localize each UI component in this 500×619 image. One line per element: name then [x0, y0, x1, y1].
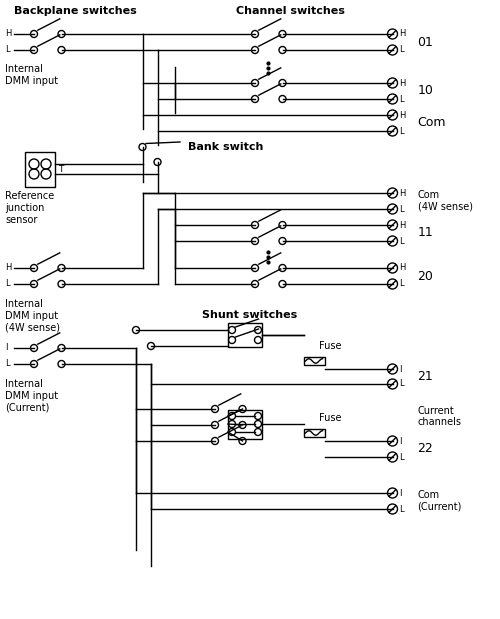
- Text: L: L: [399, 379, 404, 389]
- Text: I: I: [5, 344, 8, 352]
- Text: Fuse: Fuse: [319, 341, 342, 351]
- Text: Com: Com: [418, 116, 446, 129]
- Text: 10: 10: [418, 85, 434, 98]
- Text: L: L: [399, 236, 404, 246]
- Text: L: L: [5, 46, 10, 54]
- Text: T: T: [58, 165, 64, 173]
- Text: I: I: [399, 436, 402, 446]
- Text: 20: 20: [418, 269, 434, 282]
- Text: Reference
junction
sensor: Reference junction sensor: [5, 191, 54, 225]
- Text: Backplane switches: Backplane switches: [14, 7, 136, 17]
- Text: Shunt switches: Shunt switches: [202, 310, 298, 320]
- Text: Internal
DMM input: Internal DMM input: [5, 64, 58, 85]
- Text: Current
channels: Current channels: [418, 405, 462, 427]
- Text: L: L: [399, 126, 404, 136]
- Text: L: L: [399, 204, 404, 214]
- Text: I: I: [399, 488, 402, 498]
- Text: Bank switch: Bank switch: [188, 142, 263, 152]
- Text: 11: 11: [418, 227, 434, 240]
- Text: 22: 22: [418, 443, 434, 456]
- Text: Channel switches: Channel switches: [236, 7, 344, 17]
- Text: Com
(4W sense): Com (4W sense): [418, 190, 472, 212]
- Text: H: H: [399, 30, 406, 38]
- Text: L: L: [399, 504, 404, 514]
- Text: I: I: [399, 365, 402, 373]
- Text: 21: 21: [418, 370, 434, 383]
- Text: H: H: [399, 79, 406, 87]
- Text: Com
(Current): Com (Current): [418, 490, 462, 512]
- Text: 01: 01: [418, 35, 434, 48]
- Text: Internal
DMM input
(Current): Internal DMM input (Current): [5, 379, 58, 412]
- Text: Internal
DMM input
(4W sense): Internal DMM input (4W sense): [5, 299, 60, 332]
- Text: L: L: [399, 46, 404, 54]
- Text: H: H: [5, 30, 12, 38]
- Text: H: H: [399, 189, 406, 197]
- Text: H: H: [399, 111, 406, 119]
- Text: L: L: [399, 280, 404, 288]
- Text: L: L: [399, 95, 404, 103]
- Text: L: L: [399, 452, 404, 462]
- Text: L: L: [5, 360, 10, 368]
- Text: H: H: [5, 264, 12, 272]
- Text: H: H: [399, 264, 406, 272]
- Text: H: H: [399, 220, 406, 230]
- Text: Fuse: Fuse: [319, 413, 342, 423]
- Text: L: L: [5, 280, 10, 288]
